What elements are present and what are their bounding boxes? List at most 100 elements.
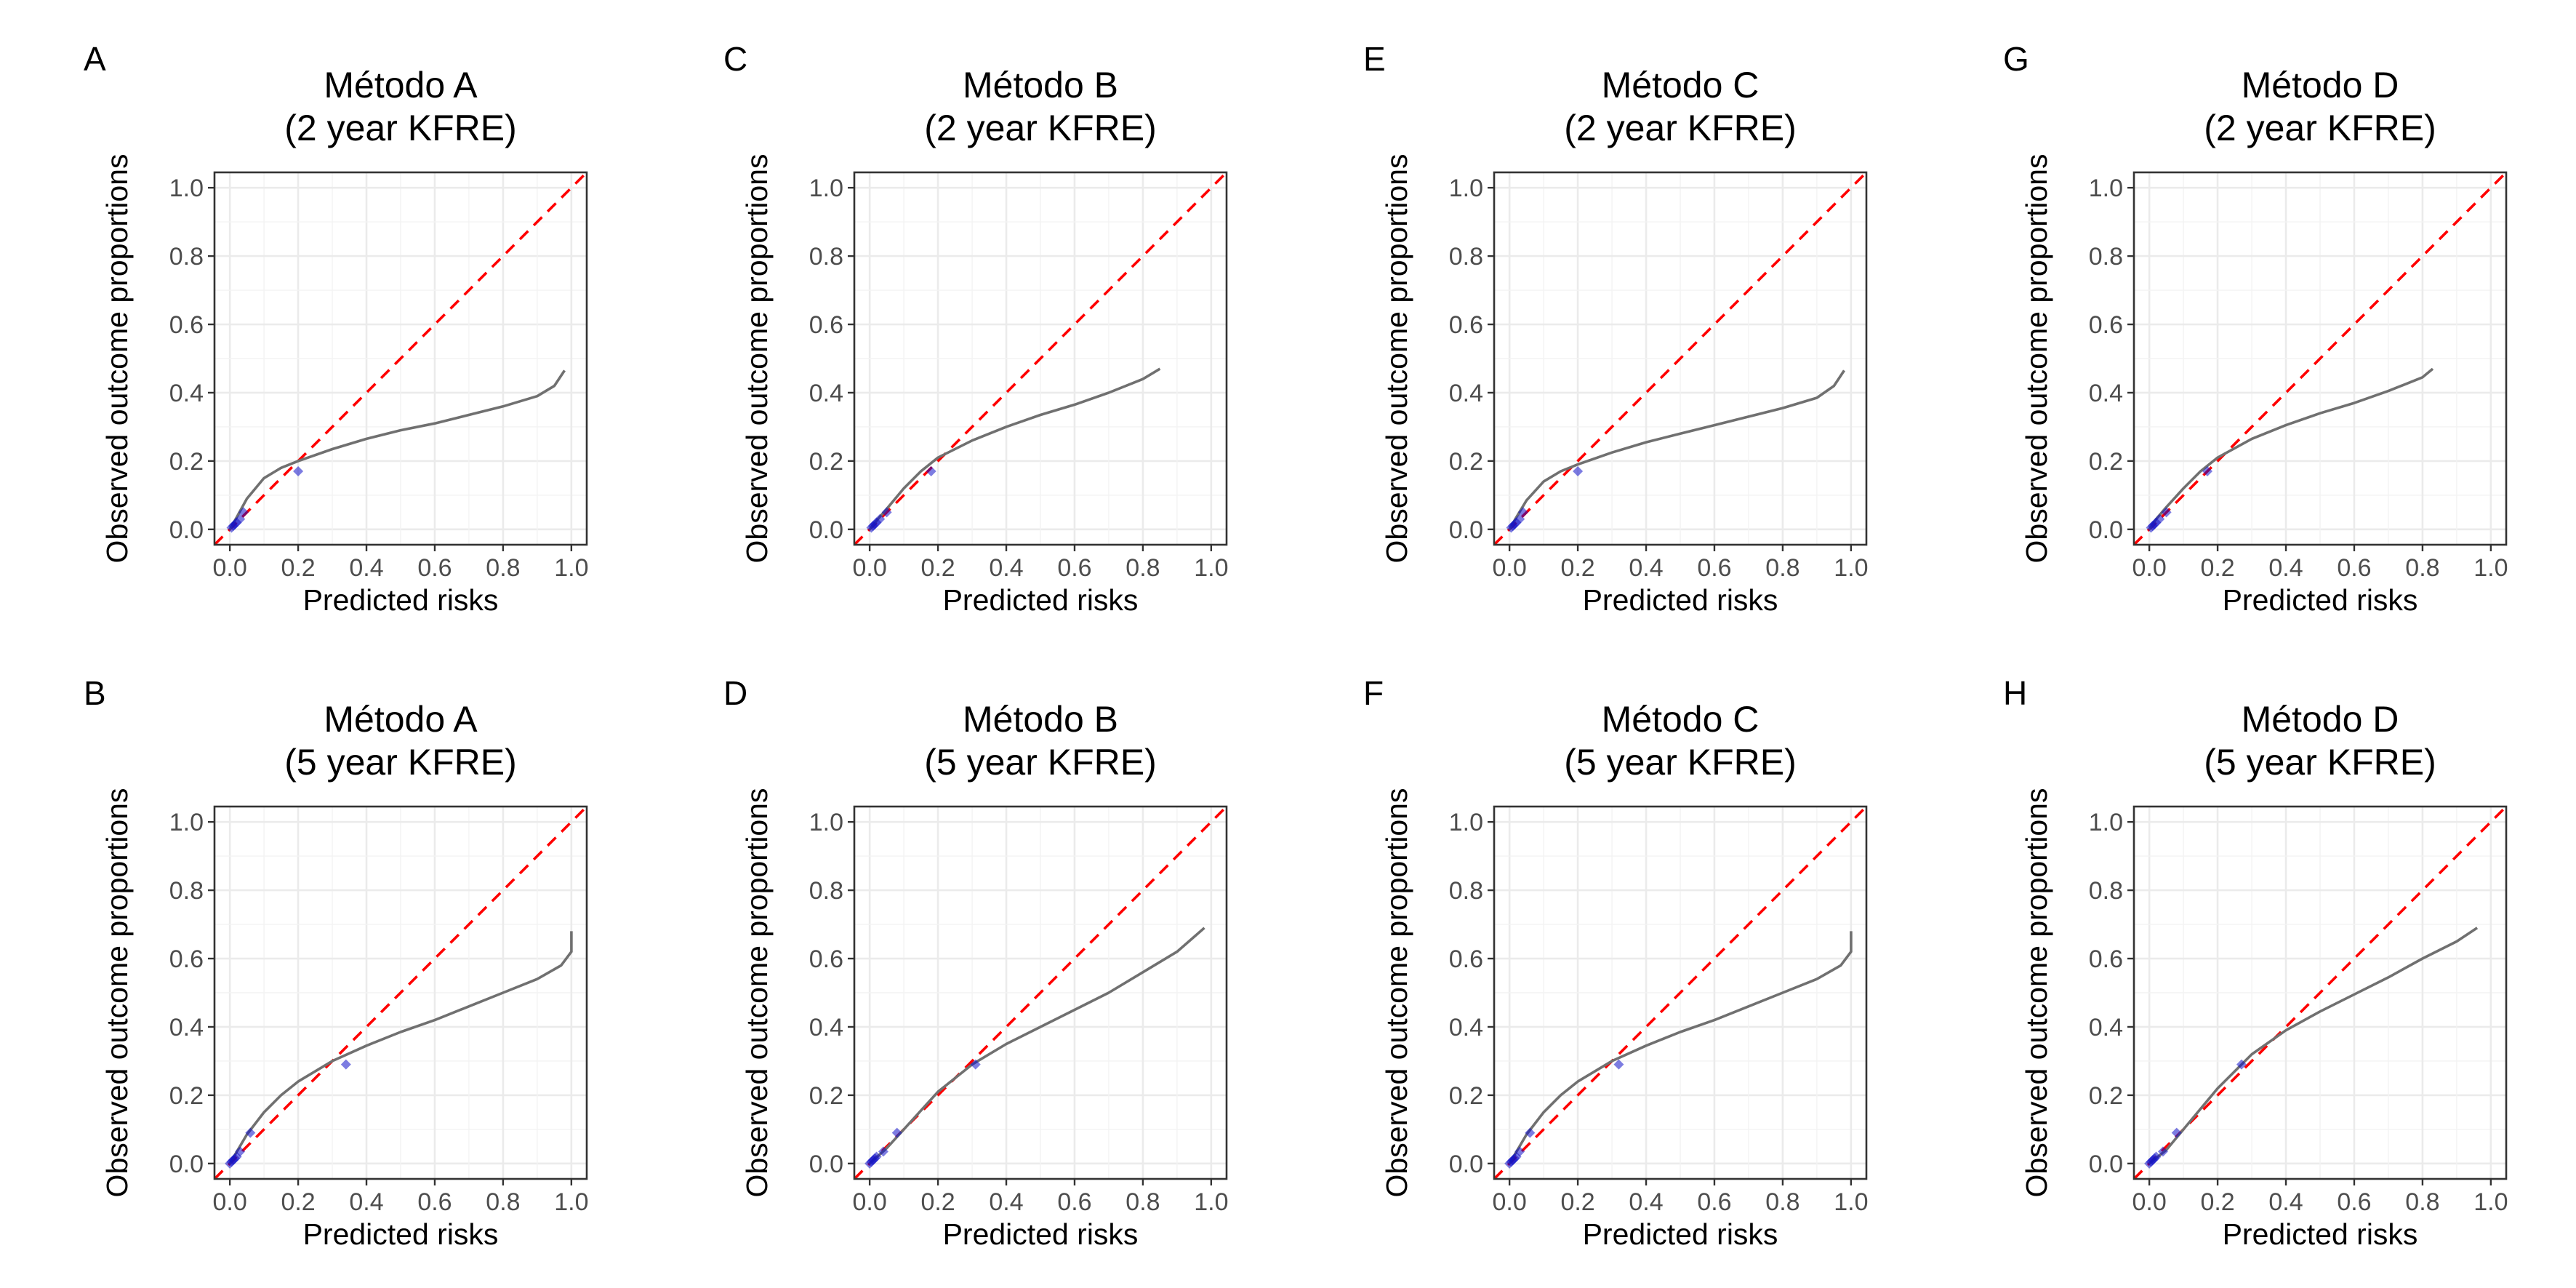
panel-title-line-1: Método B bbox=[963, 65, 1118, 105]
y-tick-label: 0.6 bbox=[809, 311, 843, 339]
x-tick-label: 0.8 bbox=[2405, 554, 2439, 582]
x-tick-label: 0.4 bbox=[1629, 554, 1663, 582]
data-layer bbox=[1494, 172, 1866, 545]
calibration-point bbox=[2161, 507, 2172, 518]
calibration-point bbox=[1613, 1059, 1624, 1070]
y-tick-label: 0.4 bbox=[809, 380, 843, 407]
y-axis-title: Observed outcome proportions bbox=[100, 154, 134, 564]
y-tick-label: 0.4 bbox=[2089, 380, 2123, 407]
x-tick-label: 0.8 bbox=[1765, 1188, 1799, 1216]
reference-line bbox=[2134, 807, 2506, 1179]
calibration-curve bbox=[228, 931, 573, 1164]
x-axis-title: Predicted risks bbox=[303, 1217, 499, 1251]
y-tick-label: 1.0 bbox=[1449, 809, 1483, 836]
y-tick-label: 1.0 bbox=[2089, 809, 2123, 836]
calibration-point bbox=[881, 507, 892, 518]
y-tick-label: 0.8 bbox=[2089, 877, 2123, 905]
y-tick-label: 1.0 bbox=[809, 809, 843, 836]
y-tick-label: 0.2 bbox=[1449, 448, 1483, 476]
calibration-point bbox=[1517, 507, 1528, 518]
y-tick-label: 0.6 bbox=[169, 311, 204, 339]
x-tick-label: 0.2 bbox=[281, 554, 315, 582]
y-tick-label: 0.4 bbox=[169, 380, 204, 407]
x-tick-label: 0.0 bbox=[853, 1188, 887, 1216]
y-tick-label: 0.8 bbox=[169, 877, 204, 905]
y-tick-label: 0.8 bbox=[2089, 243, 2123, 271]
data-layer bbox=[2134, 807, 2506, 1179]
calibration-point bbox=[340, 1059, 351, 1070]
y-axis-title: Observed outcome proportions bbox=[740, 154, 774, 564]
x-tick-label: 0.8 bbox=[1126, 1188, 1160, 1216]
x-tick-label: 1.0 bbox=[554, 1188, 588, 1216]
y-tick-label: 0.6 bbox=[2089, 945, 2123, 973]
y-tick-label: 0.6 bbox=[809, 945, 843, 973]
x-tick-label: 0.0 bbox=[853, 554, 887, 582]
grid-lines bbox=[214, 807, 587, 1179]
data-layer bbox=[854, 172, 1227, 545]
panel-title-line-2: (5 year KFRE) bbox=[924, 742, 1157, 783]
panel-tag-letter: G bbox=[2003, 40, 2029, 78]
panel-title-line-2: (2 year KFRE) bbox=[2204, 108, 2436, 148]
x-axis-title: Predicted risks bbox=[2223, 1217, 2418, 1251]
panel-title-line-1: Método D bbox=[2242, 699, 2399, 740]
panel-border bbox=[853, 805, 1228, 1180]
reference-line bbox=[1494, 807, 1866, 1179]
y-tick-label: 0.2 bbox=[1449, 1082, 1483, 1110]
y-tick-label: 0.8 bbox=[809, 243, 843, 271]
reference-line bbox=[854, 172, 1227, 545]
reference-line bbox=[214, 807, 587, 1179]
x-tick-label: 0.4 bbox=[349, 1188, 383, 1216]
panel-border bbox=[1493, 805, 1868, 1180]
panel-title-line-1: Método B bbox=[963, 699, 1118, 740]
panel-tag-letter: D bbox=[723, 674, 747, 712]
x-tick-label: 0.2 bbox=[920, 554, 955, 582]
x-tick-label: 0.2 bbox=[2200, 554, 2234, 582]
x-tick-label: 0.2 bbox=[1560, 554, 1594, 582]
y-tick-label: 0.8 bbox=[1449, 877, 1483, 905]
reference-line bbox=[214, 172, 587, 545]
panel-border bbox=[2132, 171, 2508, 546]
x-tick-label: 0.8 bbox=[486, 1188, 520, 1216]
x-tick-label: 0.8 bbox=[1126, 554, 1160, 582]
y-tick-label: 0.4 bbox=[1449, 1014, 1483, 1041]
panel-tag-letter: A bbox=[84, 40, 106, 78]
x-tick-label: 0.6 bbox=[1697, 554, 1731, 582]
panel-g: 0.0 0.2 0.4 0.6 0.8 1.0 0.0 0.2 0.4 0.6 0.8 1.0 Pred… bbox=[2003, 40, 2508, 617]
y-axis-title: Observed outcome proportions bbox=[740, 788, 774, 1198]
calibration-point bbox=[926, 466, 936, 477]
x-tick-label: 0.4 bbox=[1629, 1188, 1663, 1216]
reference-line bbox=[2134, 172, 2506, 545]
data-layer bbox=[854, 807, 1227, 1179]
y-tick-label: 1.0 bbox=[169, 175, 204, 202]
grid-lines bbox=[1494, 807, 1866, 1179]
y-tick-label: 0.0 bbox=[2089, 1151, 2123, 1178]
x-tick-label: 0.4 bbox=[349, 554, 383, 582]
panel-title-line-2: (2 year KFRE) bbox=[1564, 108, 1797, 148]
y-tick-label: 0.2 bbox=[169, 448, 204, 476]
x-tick-label: 1.0 bbox=[2473, 554, 2508, 582]
panel-tag-letter: H bbox=[2003, 674, 2027, 712]
x-tick-label: 0.0 bbox=[2132, 554, 2167, 582]
y-axis-title: Observed outcome proportions bbox=[100, 788, 134, 1198]
y-tick-label: 0.4 bbox=[809, 1014, 843, 1041]
x-tick-label: 0.8 bbox=[1765, 554, 1799, 582]
calibration-point bbox=[2171, 1127, 2182, 1138]
y-tick-label: 0.2 bbox=[809, 448, 843, 476]
panel-title-line-2: (2 year KFRE) bbox=[924, 108, 1157, 148]
y-tick-label: 0.6 bbox=[2089, 311, 2123, 339]
y-tick-label: 0.0 bbox=[1449, 1151, 1483, 1178]
x-tick-label: 0.4 bbox=[989, 554, 1023, 582]
x-tick-label: 0.2 bbox=[281, 1188, 315, 1216]
x-tick-label: 0.6 bbox=[417, 1188, 452, 1216]
panel-d: 0.0 0.2 0.4 0.6 0.8 1.0 0.0 0.2 0.4 0.6 0.8 1.0 Pred… bbox=[723, 674, 1228, 1251]
x-axis-title: Predicted risks bbox=[943, 583, 1139, 617]
y-axis-title: Observed outcome proportions bbox=[1380, 788, 1413, 1198]
panel-title-line-2: (2 year KFRE) bbox=[284, 108, 517, 148]
calibration-point bbox=[238, 507, 249, 518]
y-tick-label: 0.8 bbox=[169, 243, 204, 271]
calibration-point bbox=[235, 513, 246, 524]
panel-title-line-2: (5 year KFRE) bbox=[2204, 742, 2436, 783]
panel-title-line-1: Método D bbox=[2242, 65, 2399, 105]
calibration-point bbox=[1514, 1146, 1525, 1157]
